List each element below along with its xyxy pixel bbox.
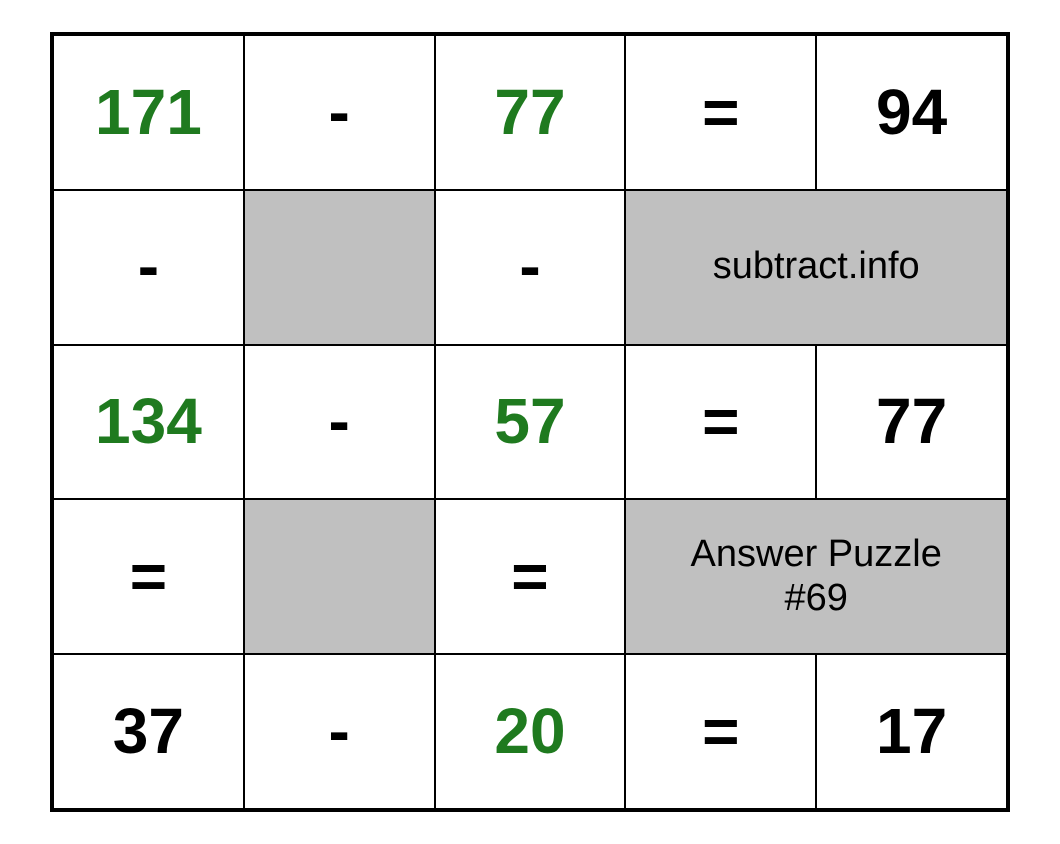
- equals-operator: =: [625, 345, 816, 500]
- number-cell: 20: [435, 654, 626, 809]
- number-cell: 77: [816, 345, 1007, 500]
- number-cell: 17: [816, 654, 1007, 809]
- caption-cell: subtract.info: [625, 190, 1007, 345]
- minus-operator: -: [244, 345, 435, 500]
- number-cell: 37: [53, 654, 244, 809]
- number-cell: 77: [435, 35, 626, 190]
- number-cell: 171: [53, 35, 244, 190]
- equals-operator: =: [625, 654, 816, 809]
- caption-cell: Answer Puzzle#69: [625, 499, 1007, 654]
- minus-operator: -: [435, 190, 626, 345]
- equals-operator: =: [435, 499, 626, 654]
- blank-cell: [244, 499, 435, 654]
- minus-operator: -: [244, 35, 435, 190]
- equals-operator: =: [53, 499, 244, 654]
- subtraction-puzzle-grid: 171-77=94--subtract.info134-57=77==Answe…: [50, 32, 1010, 812]
- equals-operator: =: [625, 35, 816, 190]
- number-cell: 94: [816, 35, 1007, 190]
- number-cell: 134: [53, 345, 244, 500]
- number-cell: 57: [435, 345, 626, 500]
- minus-operator: -: [244, 654, 435, 809]
- minus-operator: -: [53, 190, 244, 345]
- blank-cell: [244, 190, 435, 345]
